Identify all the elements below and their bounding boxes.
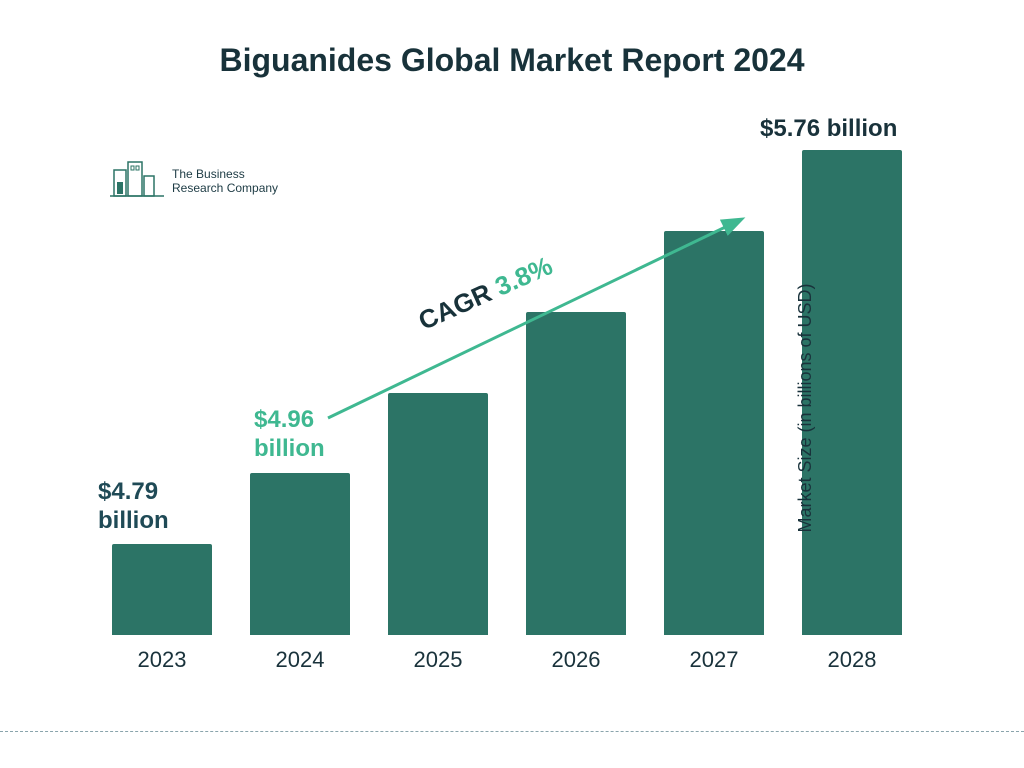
bar-2023 [112,544,212,635]
bar-2025 [388,393,488,635]
xlabel-2028: 2028 [802,647,902,673]
callout-2024-value: $4.96 [254,406,325,435]
xlabel-2023: 2023 [112,647,212,673]
callout-2028-text: $5.76 billion [760,115,897,142]
bar-2026 [526,312,626,635]
chart-container: Biguanides Global Market Report 2024 The… [0,0,1024,768]
xlabel-2027: 2027 [664,647,764,673]
callout-2024: $4.96 billion [254,406,325,464]
bar-2028 [802,150,902,635]
xlabel-2026: 2026 [526,647,626,673]
bottom-dashed-line [0,731,1024,732]
callout-2024-unit: billion [254,435,325,464]
callout-2023-unit: billion [98,507,169,536]
callout-2028: $5.76 billion [760,115,897,144]
xlabel-2024: 2024 [250,647,350,673]
callout-2023-value: $4.79 [98,478,169,507]
y-axis-label: Market Size (in billions of USD) [795,283,816,532]
callout-2023: $4.79 billion [98,478,169,536]
bar-2024 [250,473,350,635]
bar-2027 [664,231,764,635]
chart-area: 2023 2024 2025 2026 2027 2028 Market Size (in… [100,130,920,685]
xlabel-2025: 2025 [388,647,488,673]
x-axis-labels: 2023 2024 2025 2026 2027 2028 [100,645,920,685]
page-title: Biguanides Global Market Report 2024 [0,42,1024,79]
